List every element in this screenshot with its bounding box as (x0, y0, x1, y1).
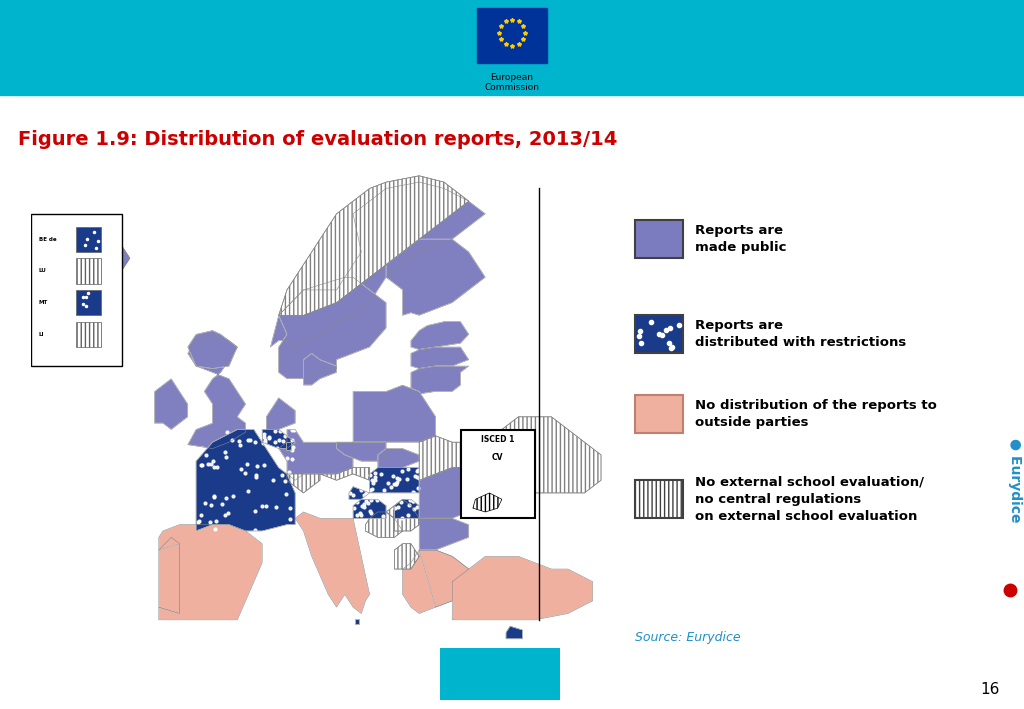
Polygon shape (287, 474, 319, 493)
Polygon shape (386, 239, 485, 316)
Polygon shape (419, 550, 593, 620)
Polygon shape (286, 442, 291, 450)
Polygon shape (196, 430, 295, 531)
Polygon shape (506, 626, 522, 639)
Polygon shape (366, 512, 402, 537)
Polygon shape (354, 618, 358, 624)
Polygon shape (394, 544, 419, 569)
Text: Reports are
made public: Reports are made public (695, 224, 786, 254)
Text: European
Commission: European Commission (484, 73, 540, 92)
Bar (461, 430, 535, 518)
Polygon shape (159, 525, 262, 620)
Text: Figure 1.9: Distribution of evaluation reports, 2013/14: Figure 1.9: Distribution of evaluation r… (18, 130, 617, 149)
Bar (76, 322, 101, 347)
Polygon shape (155, 379, 187, 430)
Polygon shape (187, 335, 246, 449)
Polygon shape (419, 467, 485, 518)
Bar (0, 0, 1024, 95)
Polygon shape (279, 430, 353, 480)
Bar (635, 220, 683, 258)
Polygon shape (159, 537, 179, 613)
Polygon shape (473, 493, 502, 512)
Text: Reports are
distributed with restrictions: Reports are distributed with restriction… (695, 319, 906, 349)
Bar (635, 395, 683, 433)
Polygon shape (337, 442, 386, 462)
Text: ● Eurydice: ● Eurydice (1008, 437, 1022, 523)
Bar (440, 648, 560, 700)
Polygon shape (411, 347, 469, 369)
Polygon shape (270, 182, 485, 347)
Polygon shape (394, 499, 419, 518)
Polygon shape (378, 449, 419, 467)
Polygon shape (349, 486, 370, 499)
Text: CV: CV (492, 453, 504, 462)
Bar (76, 290, 101, 316)
Text: Education
and Training: Education and Training (463, 665, 537, 687)
Polygon shape (419, 417, 601, 493)
Polygon shape (386, 499, 419, 531)
Polygon shape (279, 277, 386, 379)
Text: MT: MT (39, 300, 48, 305)
Polygon shape (370, 467, 419, 493)
Polygon shape (411, 322, 469, 350)
Bar (635, 480, 683, 518)
Polygon shape (411, 366, 469, 394)
Polygon shape (419, 518, 469, 550)
Bar (76, 258, 101, 284)
Polygon shape (266, 398, 295, 430)
Polygon shape (319, 467, 370, 480)
Polygon shape (262, 430, 295, 449)
Text: LI: LI (39, 332, 44, 337)
Text: No distribution of the reports to
outside parties: No distribution of the reports to outsid… (695, 399, 937, 429)
Bar (31, 214, 122, 366)
Bar (477, 8, 547, 63)
Polygon shape (303, 353, 337, 385)
Text: No external school evaluation/
no central regulations
on external school evaluat: No external school evaluation/ no centra… (695, 476, 924, 523)
Polygon shape (39, 237, 130, 277)
Polygon shape (39, 237, 130, 277)
Polygon shape (402, 550, 469, 613)
Text: LU: LU (39, 269, 47, 274)
Polygon shape (187, 330, 238, 369)
Text: BE de: BE de (39, 237, 56, 242)
Polygon shape (353, 499, 386, 518)
Polygon shape (295, 512, 370, 613)
Polygon shape (469, 474, 485, 499)
Text: ISCED 1: ISCED 1 (481, 435, 514, 444)
Text: 16: 16 (980, 683, 999, 698)
Polygon shape (353, 385, 435, 442)
Polygon shape (279, 176, 469, 316)
Bar (76, 226, 101, 252)
Text: Source: Eurydice: Source: Eurydice (635, 632, 740, 644)
Bar (635, 315, 683, 353)
